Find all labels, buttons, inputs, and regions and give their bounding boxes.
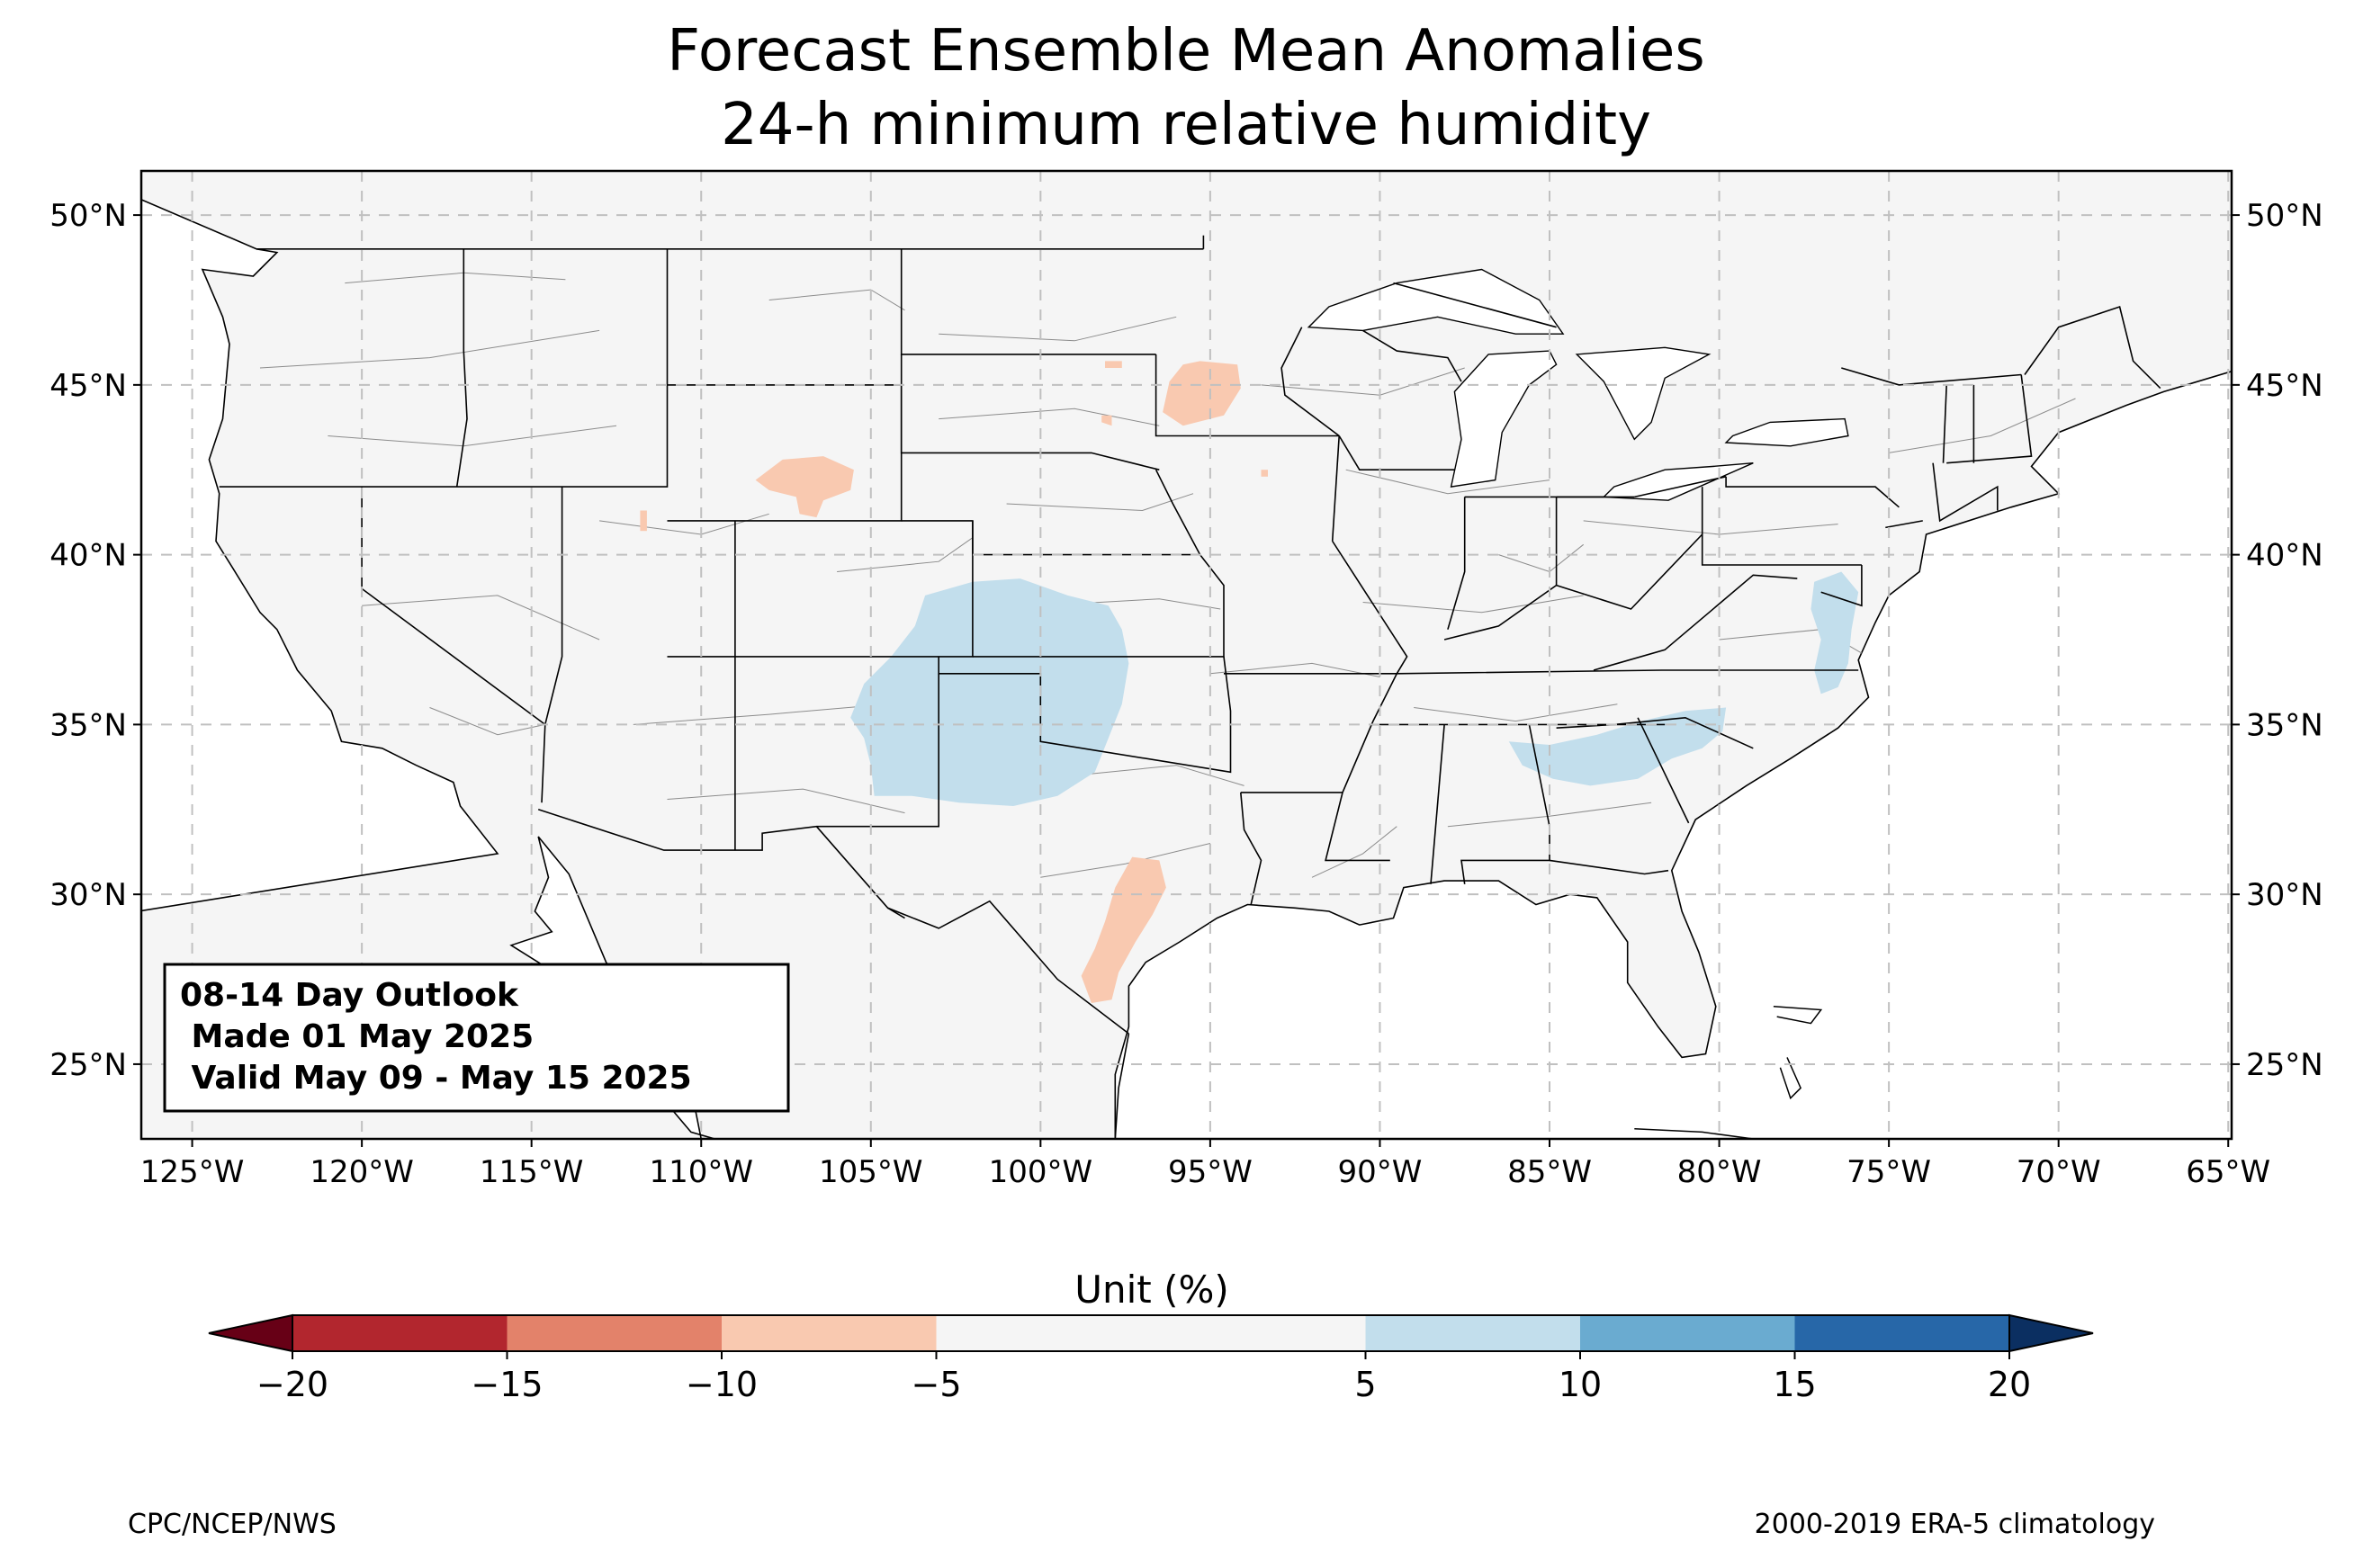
latitude-tick-label-left: 40°N — [49, 538, 127, 574]
outlook-legend-box: 08-14 Day Outlook Made 01 May 2025 Valid… — [163, 963, 790, 1113]
colorbar-tick-label: −10 — [686, 1365, 758, 1404]
anomaly-region — [1810, 571, 1859, 694]
longitude-tick-label: 115°W — [480, 1154, 584, 1190]
colorbar-tick-label: −5 — [911, 1365, 961, 1404]
colorbar-bin — [1580, 1315, 1795, 1351]
colorbar-bin — [292, 1315, 508, 1351]
latitude-tick-label-right: 30°N — [2246, 877, 2323, 913]
longitude-tick-label: 80°W — [1677, 1154, 1762, 1190]
map-panel: 125°W 120°W 115°W 110°W 105°W 100°W 95°W 90°W 85… — [49, 169, 2323, 1190]
graticule — [141, 171, 2232, 1139]
colorbar-bin — [1794, 1315, 2009, 1351]
latitude-tick-label-left: 50°N — [49, 198, 127, 234]
latitude-tick-label-right: 45°N — [2246, 368, 2323, 404]
longitude-tick-label: 120°W — [310, 1154, 414, 1190]
longitude-tick-label: 70°W — [2017, 1154, 2101, 1190]
anomaly-region — [640, 510, 647, 532]
anomaly-region — [755, 456, 854, 518]
longitude-ticks: 125°W 120°W 115°W 110°W 105°W 100°W 95°W 90°W 85… — [140, 1139, 2270, 1190]
latitude-ticks: 25°N 25°N 30°N 30°N 35°N 35°N 40°N 40°N 45°N 45°N… — [49, 198, 2323, 1083]
latitude-tick-label-right: 25°N — [2246, 1047, 2323, 1083]
longitude-tick-label: 125°W — [140, 1154, 245, 1190]
colorbar-under-arrow — [208, 1313, 293, 1353]
colorbar-bin — [722, 1315, 937, 1351]
colorbar-tick-label: 20 — [1988, 1365, 2031, 1404]
colorbar-label: Unit (%) — [1074, 1268, 1229, 1312]
chart-subtitle: 24-h minimum relative humidity — [721, 92, 1651, 158]
colorbar: Unit (%) −20 −15 −10 −5 5 10 15 20 — [208, 1268, 2094, 1404]
latitude-tick-label-right: 40°N — [2246, 538, 2323, 574]
colorbar-tick-label: 15 — [1773, 1365, 1816, 1404]
latitude-tick-label-left: 35°N — [49, 707, 127, 743]
latitude-tick-label-left: 45°N — [49, 368, 127, 404]
anomaly-region — [1261, 470, 1268, 477]
colorbar-bin — [507, 1315, 722, 1351]
longitude-tick-label: 75°W — [1846, 1154, 1931, 1190]
colorbar-bin — [1365, 1315, 1580, 1351]
colorbar-tick-label: −15 — [471, 1365, 543, 1404]
colorbar-tick-label: 5 — [1354, 1365, 1376, 1404]
anomaly-region — [1163, 361, 1241, 426]
anomaly-region — [850, 578, 1129, 806]
longitude-tick-label: 85°W — [1507, 1154, 1592, 1190]
anomaly-region — [1508, 707, 1727, 786]
colorbar-tick-label: 10 — [1559, 1365, 1602, 1404]
outlook-valid-dates: Valid May 09 - May 15 2025 — [180, 1060, 692, 1097]
footer-climatology: 2000-2019 ERA-5 climatology — [1755, 1509, 2155, 1540]
anomaly-region — [1101, 415, 1112, 426]
anomaly-region — [1081, 856, 1166, 1003]
outlook-period: 08-14 Day Outlook — [180, 977, 519, 1014]
colorbar-bin — [936, 1315, 1366, 1351]
longitude-tick-label: 95°W — [1168, 1154, 1253, 1190]
colorbar-ticks: −20 −15 −10 −5 5 10 15 20 — [256, 1351, 2031, 1404]
latitude-tick-label-right: 35°N — [2246, 707, 2323, 743]
colorbar-tick-label: −20 — [256, 1365, 328, 1404]
state-boundaries — [219, 235, 2161, 1139]
latitude-tick-label-left: 30°N — [49, 877, 127, 913]
anomaly-layer — [640, 361, 1859, 1003]
colorbar-over-arrow — [2008, 1313, 2094, 1353]
latitude-tick-label-left: 25°N — [49, 1047, 127, 1083]
longitude-tick-label: 65°W — [2186, 1154, 2270, 1190]
longitude-tick-label: 100°W — [989, 1154, 1093, 1190]
map-border — [139, 169, 2233, 1141]
longitude-tick-label: 110°W — [649, 1154, 753, 1190]
longitude-tick-label: 90°W — [1338, 1154, 1423, 1190]
colorbar-bins — [208, 1313, 2094, 1353]
chart-title: Forecast Ensemble Mean Anomalies — [667, 18, 1704, 85]
footer-source: CPC/NCEP/NWS — [128, 1509, 337, 1540]
outlook-made-date: Made 01 May 2025 — [180, 1018, 534, 1055]
longitude-tick-label: 105°W — [819, 1154, 923, 1190]
anomaly-region — [1105, 361, 1122, 368]
latitude-tick-label-right: 50°N — [2246, 198, 2323, 234]
